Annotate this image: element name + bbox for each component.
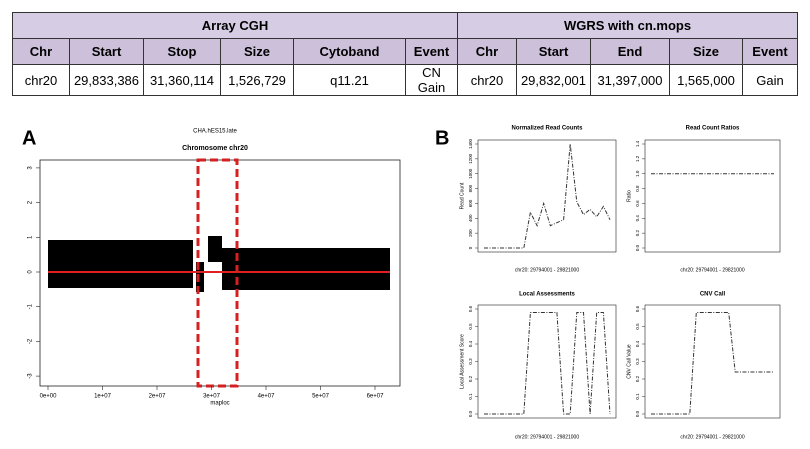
x-tick-label: 4e+07: [258, 394, 276, 400]
highlight-box: [196, 158, 239, 388]
plot-subtitle: CHA.hES15.late: [193, 129, 237, 135]
panel-label: B: [435, 127, 449, 149]
y-tick-label: 0.8: [635, 185, 640, 192]
y-tick-label: 0.2: [635, 230, 640, 237]
column-header: Cytoband: [293, 38, 406, 65]
x-tick-label: 5e+07: [312, 394, 330, 400]
cloud: [196, 262, 204, 292]
y-tick-label: 0.3: [468, 358, 473, 365]
y-tick-label: 0.4: [635, 215, 640, 222]
table-cell: chr20: [12, 64, 70, 96]
y-tick-label: 600: [468, 199, 473, 207]
x-tick-label: 1e+07: [94, 394, 112, 400]
table-cell: chr20: [457, 64, 517, 96]
table-cell: 29,832,001: [516, 64, 591, 96]
table-cell: Gain: [742, 64, 798, 96]
x-axis-label: chr20: 29794001 - 29821000: [515, 434, 579, 440]
plot-frame: [477, 304, 617, 419]
data-line: [484, 143, 611, 249]
y-tick-label: 0.1: [635, 393, 640, 400]
y-tick-label: 1.2: [635, 155, 640, 162]
y-tick-label: 0.5: [468, 323, 473, 330]
x-axis-label: chr20: 29794001 - 29821000: [515, 267, 579, 273]
y-tick-label: -3: [28, 373, 34, 379]
column-header: End: [590, 38, 670, 65]
y-tick-label: 0.5: [635, 323, 640, 330]
y-tick-label: 0.6: [468, 305, 473, 312]
cloud: [208, 236, 222, 262]
group-header: WGRS with cn.mops: [457, 12, 798, 39]
column-header: Start: [516, 38, 591, 65]
y-tick-label: 0.2: [635, 375, 640, 382]
plot-title: Chromosome chr20: [182, 145, 248, 152]
y-tick-label: 0.0: [468, 410, 473, 417]
y-tick-label: 0.6: [635, 305, 640, 312]
x-axis-label: chr20: 29794001 - 29821000: [680, 267, 744, 273]
plot-title: Normalized Read Counts: [511, 126, 583, 132]
y-tick-label: 1200: [468, 153, 473, 164]
y-tick-label: 0.0: [635, 410, 640, 417]
y-tick-label: 200: [468, 229, 473, 237]
panel-label: A: [22, 127, 36, 149]
table-cell: q11.21: [293, 64, 406, 96]
data-line: [484, 312, 611, 415]
y-tick-label: 1.0: [635, 170, 640, 177]
column-header: Event: [742, 38, 798, 65]
y-tick-label: -1: [28, 303, 34, 309]
table-cell: 1,565,000: [669, 64, 743, 96]
y-axis-label: Ratio: [626, 190, 632, 202]
x-axis-label: maploc: [210, 401, 229, 407]
results-table: Array CGH WGRS with cn.mops Chr Start Stop…: [12, 12, 798, 96]
y-tick-label: 400: [468, 214, 473, 222]
x-axis-label: chr20: 29794001 - 29821000: [680, 434, 744, 440]
plot-frame: [477, 139, 617, 253]
column-header: Stop: [143, 38, 221, 65]
y-tick-label: 0.1: [468, 393, 473, 400]
table-cell: 31,397,000: [590, 64, 670, 96]
plot-frame: [644, 304, 781, 419]
cloud: [222, 248, 390, 290]
x-tick-label: 3e+07: [203, 394, 221, 400]
y-tick-label: 0.2: [468, 375, 473, 382]
y-tick-label: 2: [28, 200, 34, 204]
plot-title: Read Count Ratios: [686, 126, 740, 132]
y-tick-label: -2: [28, 338, 34, 344]
x-tick-label: 6e+07: [367, 394, 385, 400]
y-tick-label: 1400: [468, 138, 473, 149]
table-cell: CN Gain: [405, 64, 458, 96]
y-tick-label: 1.4: [635, 140, 640, 147]
y-tick-label: 0.3: [635, 358, 640, 365]
plot-frame: [644, 139, 781, 253]
y-tick-label: 1: [28, 235, 34, 239]
y-tick-label: 0.4: [468, 340, 473, 347]
table-cell: 1,526,729: [220, 64, 294, 96]
cloud: [48, 240, 193, 288]
y-tick-label: 1000: [468, 168, 473, 179]
y-tick-label: 0.6: [635, 200, 640, 207]
column-header: Event: [405, 38, 458, 65]
y-tick-label: 0.0: [635, 244, 640, 251]
y-tick-label: 800: [468, 184, 473, 192]
y-tick-label: 0.4: [635, 340, 640, 347]
group-header: Array CGH: [12, 12, 458, 39]
y-tick-label: 0: [28, 270, 34, 274]
column-header: Chr: [457, 38, 517, 65]
column-header: Size: [220, 38, 294, 65]
table-cell: 31,360,114: [143, 64, 221, 96]
y-tick-label: 3: [28, 166, 34, 170]
data-line: [651, 312, 774, 415]
plot-title: Local Assessments: [519, 292, 575, 298]
y-axis-label: CNV Call Value: [626, 344, 632, 379]
plot-title: CNV Call: [700, 292, 726, 298]
x-tick-label: 2e+07: [149, 394, 167, 400]
y-axis-label: Local Assessment Score: [459, 334, 465, 389]
y-tick-label: 0: [468, 246, 473, 249]
x-tick-label: 0e+00: [40, 394, 58, 400]
y-axis-label: Read Count: [459, 182, 465, 209]
